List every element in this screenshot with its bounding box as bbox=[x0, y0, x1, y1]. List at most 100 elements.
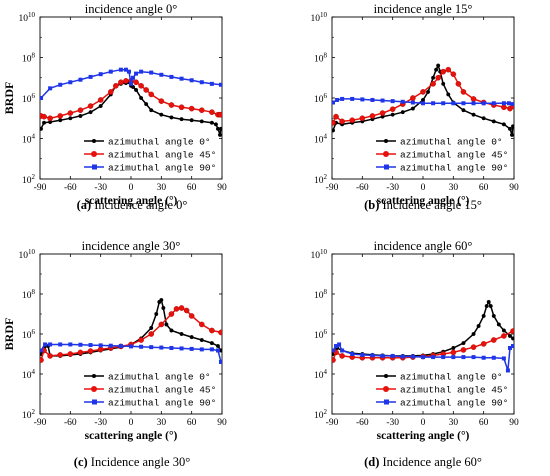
y-tick-label: 106 bbox=[314, 92, 328, 105]
data-point bbox=[178, 104, 185, 111]
data-point bbox=[215, 344, 220, 349]
data-point bbox=[451, 345, 456, 350]
data-point bbox=[159, 345, 164, 350]
data-point bbox=[471, 101, 476, 106]
data-point bbox=[218, 329, 222, 336]
data-point bbox=[441, 101, 446, 106]
data-point bbox=[446, 92, 451, 97]
data-point bbox=[149, 108, 154, 113]
x-tick-label: -60 bbox=[356, 418, 369, 428]
data-point bbox=[143, 87, 149, 93]
legend-item: azimuthal angle 90° bbox=[376, 163, 508, 174]
data-point bbox=[481, 313, 486, 318]
data-point bbox=[431, 75, 436, 80]
data-point bbox=[481, 101, 486, 106]
x-tick-label: 0 bbox=[421, 418, 426, 428]
data-point bbox=[400, 354, 405, 359]
data-point bbox=[139, 344, 144, 349]
data-point bbox=[178, 305, 185, 311]
plot-area bbox=[332, 299, 514, 373]
data-point bbox=[481, 116, 486, 121]
data-point bbox=[333, 113, 339, 120]
series-2 bbox=[332, 66, 514, 126]
data-point bbox=[169, 74, 174, 79]
data-point bbox=[441, 81, 446, 86]
data-point bbox=[507, 345, 512, 350]
data-point bbox=[461, 101, 466, 106]
data-point bbox=[510, 328, 514, 334]
data-point bbox=[339, 118, 345, 125]
plot-area bbox=[40, 298, 222, 364]
x-axis-label: scattering angle (°) bbox=[377, 430, 470, 442]
legend-marker bbox=[383, 386, 389, 392]
chart-panel-3: incidence angle 30° -90 -60 -30 0 30 60 90 102 10… bbox=[2, 239, 227, 469]
data-point bbox=[118, 67, 123, 72]
x-tick-label: 60 bbox=[479, 418, 489, 428]
legend-item: azimuthal angle 45° bbox=[84, 150, 216, 161]
legend-label: azimuthal angle 90° bbox=[108, 398, 216, 409]
panel-caption: (d) Incidence angle 60° bbox=[364, 455, 482, 469]
y-tick-label: 108 bbox=[314, 288, 328, 301]
data-point bbox=[149, 345, 154, 350]
legend-item: azimuthal angle 45° bbox=[376, 385, 508, 396]
data-point bbox=[501, 104, 507, 111]
data-point bbox=[48, 86, 53, 91]
y-tick-label: 106 bbox=[22, 328, 36, 341]
series-2 bbox=[40, 78, 222, 122]
legend-item: azimuthal angle 0° bbox=[84, 372, 211, 383]
chart-title: incidence angle 60° bbox=[374, 239, 473, 253]
data-point bbox=[509, 132, 514, 137]
series-line bbox=[332, 300, 514, 357]
data-point bbox=[359, 115, 366, 122]
data-point bbox=[67, 110, 74, 116]
data-point bbox=[379, 110, 386, 116]
legend-label: azimuthal angle 45° bbox=[400, 385, 508, 396]
chart-panel-4: incidence angle 60° -90 -60 -30 0 30 60 90 102 10… bbox=[311, 239, 520, 469]
data-point bbox=[510, 102, 514, 107]
chart-title: incidence angle 30° bbox=[82, 239, 181, 253]
data-point bbox=[491, 101, 496, 106]
data-point bbox=[209, 347, 214, 352]
data-point bbox=[67, 351, 74, 357]
data-point bbox=[179, 117, 184, 122]
data-point bbox=[189, 118, 194, 123]
plot-area bbox=[332, 63, 514, 137]
data-point bbox=[209, 81, 214, 86]
data-point bbox=[134, 71, 139, 76]
y-tick-label: 1010 bbox=[19, 11, 36, 24]
data-point bbox=[461, 108, 466, 113]
data-point bbox=[129, 81, 133, 86]
data-point bbox=[332, 348, 336, 353]
data-point bbox=[390, 99, 395, 104]
series-3 bbox=[332, 96, 514, 107]
y-tick-label: 104 bbox=[314, 368, 328, 381]
data-point bbox=[491, 119, 496, 124]
x-tick-label: 30 bbox=[449, 183, 459, 193]
legend-label: azimuthal angle 0° bbox=[108, 372, 211, 383]
legend-label: azimuthal angle 90° bbox=[108, 163, 216, 174]
data-point bbox=[188, 313, 195, 319]
legend-label: azimuthal angle 0° bbox=[400, 137, 503, 148]
data-point bbox=[126, 69, 131, 74]
data-point bbox=[189, 346, 194, 351]
legend: azimuthal angle 0° azimuthal angle 45° azi… bbox=[376, 372, 508, 409]
y-tick-label: 104 bbox=[22, 368, 36, 381]
data-point bbox=[97, 346, 104, 353]
x-tick-label: 90 bbox=[217, 418, 227, 428]
data-point bbox=[199, 338, 204, 343]
data-point bbox=[58, 118, 63, 123]
data-point bbox=[451, 101, 456, 106]
data-point bbox=[390, 112, 395, 117]
data-point bbox=[471, 355, 476, 360]
x-tick-label: -90 bbox=[326, 183, 339, 193]
data-point bbox=[390, 353, 395, 358]
data-point bbox=[199, 80, 204, 85]
data-point bbox=[471, 112, 476, 117]
chart-title: incidence angle 15° bbox=[374, 2, 473, 16]
x-axis-label: scattering angle (°) bbox=[85, 430, 178, 442]
legend-marker bbox=[384, 399, 389, 405]
x-tick-label: 60 bbox=[187, 418, 197, 428]
data-point bbox=[334, 344, 339, 349]
y-tick-label: 106 bbox=[314, 328, 328, 341]
x-tick-label: -90 bbox=[34, 183, 47, 193]
